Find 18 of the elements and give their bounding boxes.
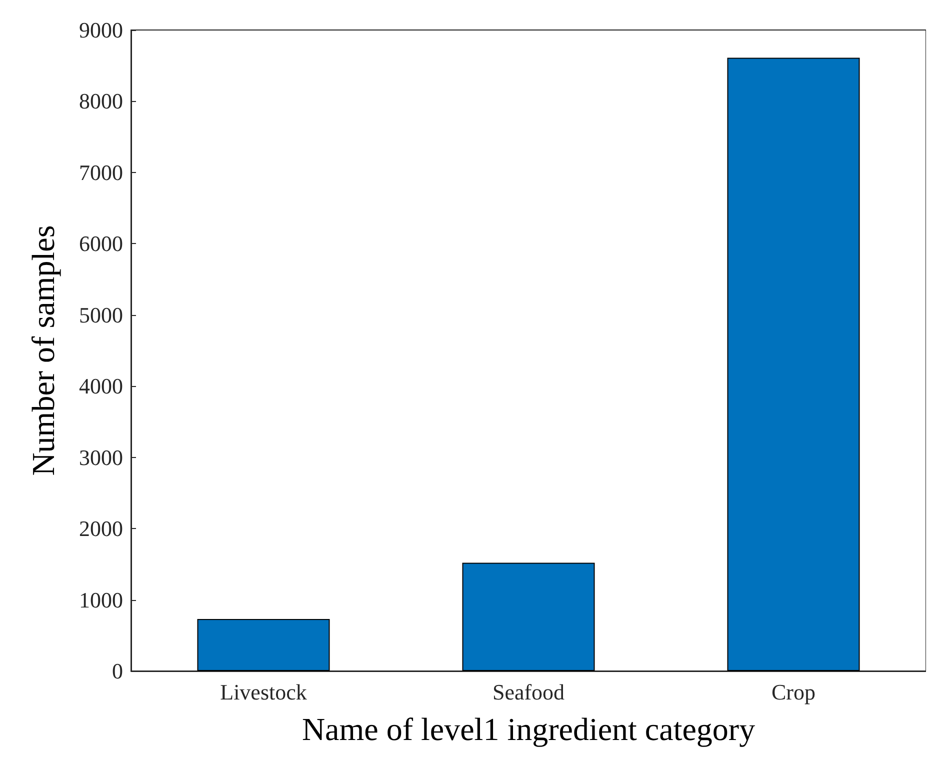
x-tick-label: Seafood [492,680,565,704]
x-axis-title: Name of level1 ingredient category [302,711,756,747]
x-tick-label: Livestock [220,680,307,704]
bar [197,619,330,671]
y-axis-title: Number of samples [25,225,61,476]
bar [462,562,595,671]
x-tick-label: Crop [772,680,816,704]
y-tick-label: 4000 [79,374,123,399]
bar [727,58,860,671]
y-tick-label: 5000 [79,302,123,328]
y-tick-label: 7000 [79,160,123,185]
y-tick-label: 0 [112,658,123,684]
y-tick-label: 6000 [79,231,123,256]
y-tick-label: 1000 [79,587,123,612]
y-tick-label: 3000 [79,444,123,470]
y-tick-label: 9000 [79,18,123,42]
y-tick-label: 8000 [79,88,123,114]
y-tick-label: 2000 [79,516,123,542]
